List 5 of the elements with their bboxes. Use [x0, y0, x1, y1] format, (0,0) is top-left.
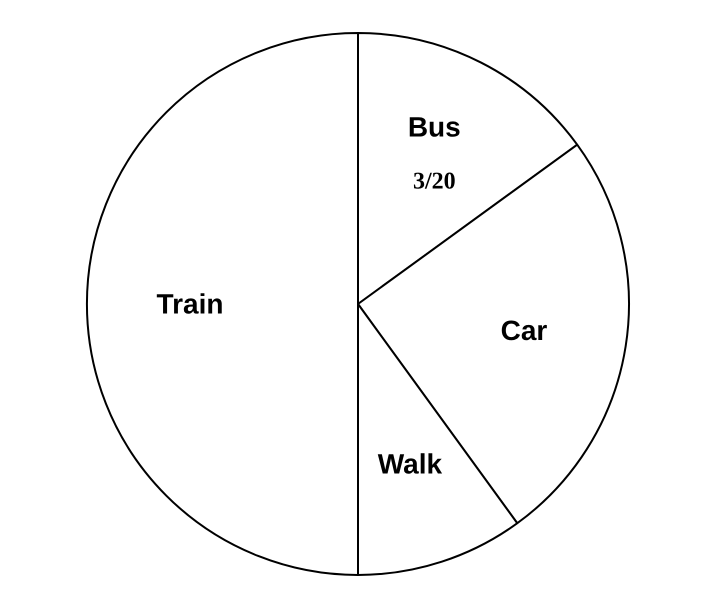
- slice-label: Walk: [378, 448, 442, 480]
- slice-label: Train: [156, 288, 224, 320]
- slice-label: Car: [500, 314, 548, 346]
- data-label: 3/20: [412, 168, 456, 194]
- slice-label: Bus: [408, 112, 461, 143]
